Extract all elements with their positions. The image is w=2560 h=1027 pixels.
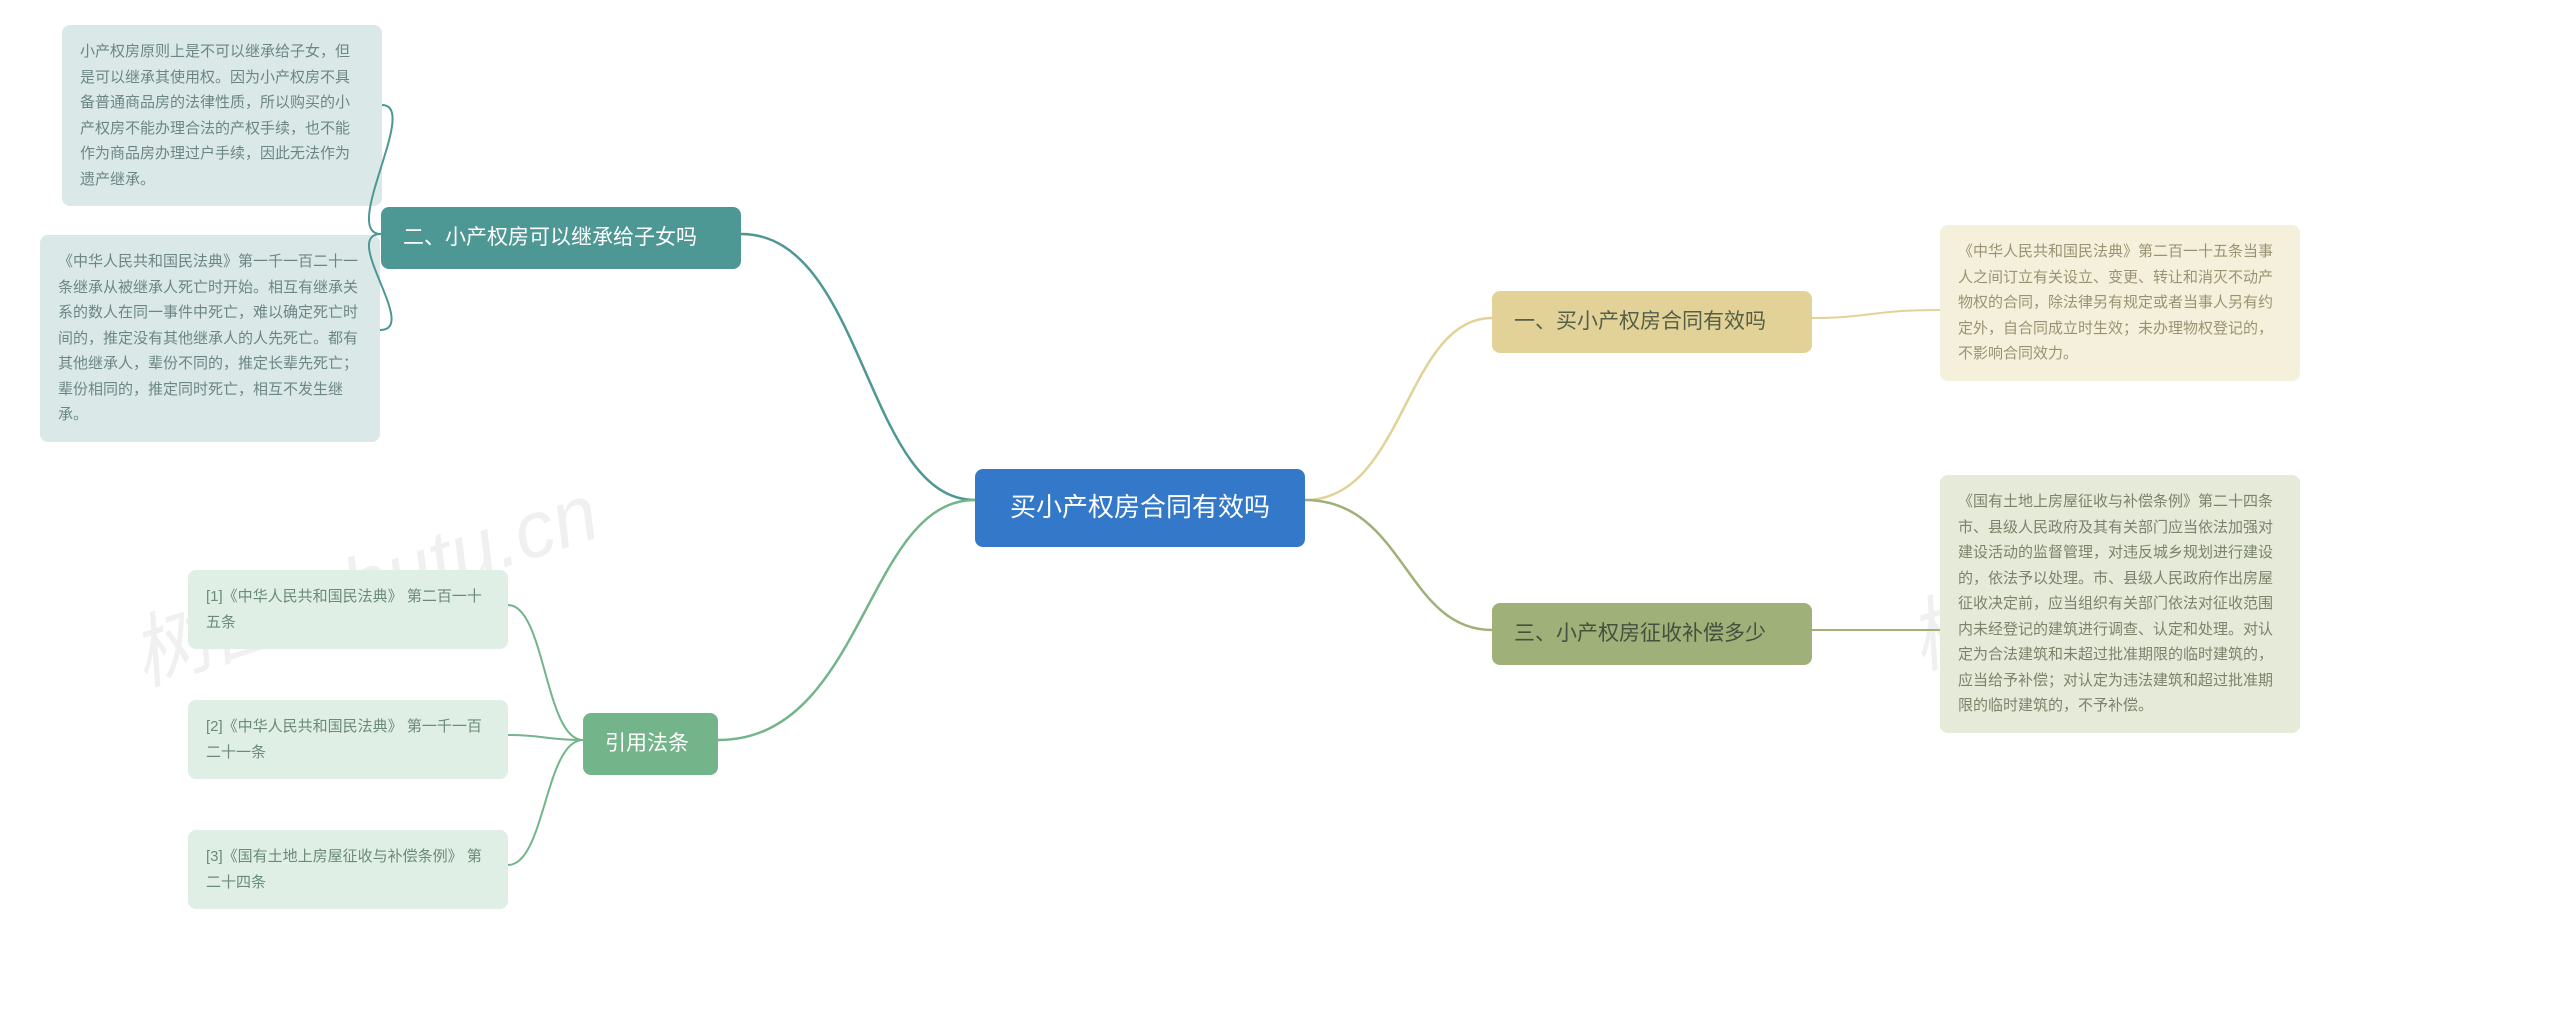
branch-section-2: 二、小产权房可以继承给子女吗 [381,207,741,269]
branch-refs: 引用法条 [583,713,718,775]
leaf-section-3-content: 《国有土地上房屋征收与补偿条例》第二十四条市、县级人民政府及其有关部门应当依法加… [1940,475,2300,733]
root-node: 买小产权房合同有效吗 [975,469,1305,547]
leaf-section-2-content-1: 小产权房原则上是不可以继承给子女，但是可以继承其使用权。因为小产权房不具备普通商… [62,25,382,206]
branch-section-3: 三、小产权房征收补偿多少 [1492,603,1812,665]
leaf-ref-1: [1]《中华人民共和国民法典》 第二百一十五条 [188,570,508,649]
leaf-ref-3: [3]《国有土地上房屋征收与补偿条例》 第二十四条 [188,830,508,909]
leaf-ref-2: [2]《中华人民共和国民法典》 第一千一百二十一条 [188,700,508,779]
leaf-section-1-content: 《中华人民共和国民法典》第二百一十五条当事人之间订立有关设立、变更、转让和消灭不… [1940,225,2300,381]
leaf-section-2-content-2: 《中华人民共和国民法典》第一千一百二十一条继承从被继承人死亡时开始。相互有继承关… [40,235,380,442]
branch-section-1: 一、买小产权房合同有效吗 [1492,291,1812,353]
